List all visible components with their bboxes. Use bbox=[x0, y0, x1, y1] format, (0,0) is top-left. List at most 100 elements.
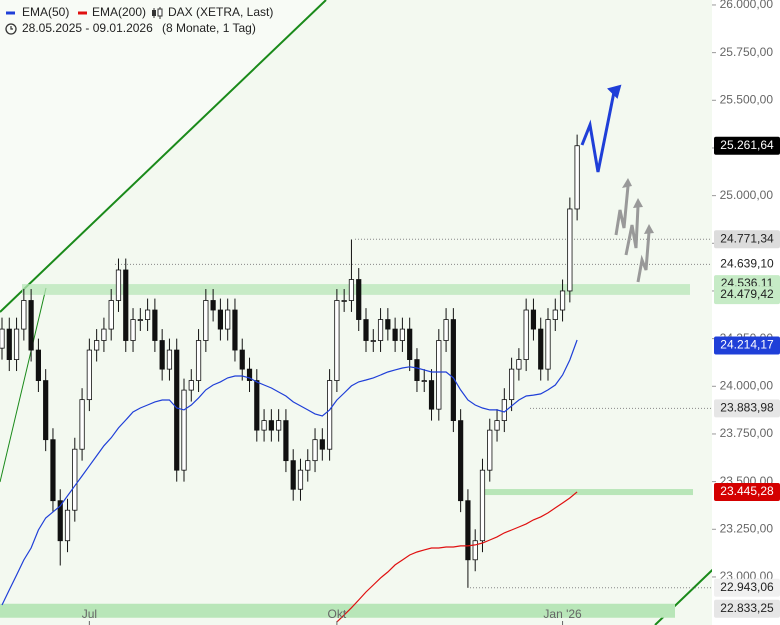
y-tick-label: 24.000,00 bbox=[720, 378, 774, 392]
candle-body bbox=[377, 319, 384, 341]
candle-body bbox=[232, 309, 238, 351]
y-tick-label: 23.750,00 bbox=[720, 426, 774, 440]
clock-icon bbox=[5, 23, 17, 35]
y-tick-label: 25.500,00 bbox=[720, 92, 774, 106]
candle-body bbox=[217, 309, 223, 330]
legend-label: EMA(50) bbox=[22, 5, 69, 19]
candle-body bbox=[508, 368, 515, 401]
clock-hands bbox=[10, 26, 13, 30]
candle-body bbox=[348, 279, 355, 301]
candle-body bbox=[356, 279, 362, 320]
x-tick-label: Okt bbox=[328, 607, 347, 621]
candle-body bbox=[305, 460, 311, 471]
price-label: 22.833,25 bbox=[720, 601, 774, 615]
candle-body bbox=[50, 439, 56, 502]
price-label-box bbox=[714, 230, 780, 249]
price-label: 23.445,28 bbox=[720, 484, 774, 498]
price-label-box bbox=[714, 399, 780, 418]
candle-body bbox=[210, 300, 216, 311]
candle-body bbox=[326, 380, 333, 450]
levels bbox=[0, 238, 712, 618]
candle-body bbox=[312, 439, 318, 462]
candle-body bbox=[530, 309, 537, 330]
candle-body bbox=[268, 420, 274, 431]
candle-body bbox=[363, 319, 369, 341]
y-tick-label: 26.000,00 bbox=[720, 0, 774, 11]
candle-body bbox=[101, 328, 107, 341]
candle-body bbox=[487, 429, 493, 471]
candle-body bbox=[574, 145, 580, 210]
candle-body bbox=[239, 349, 245, 370]
candle-body bbox=[13, 328, 20, 360]
candle-icon bbox=[152, 7, 163, 19]
candle-body bbox=[64, 509, 71, 542]
support-zone bbox=[480, 489, 693, 496]
candle-body bbox=[567, 208, 573, 292]
candle-body bbox=[181, 389, 187, 471]
arrow-head bbox=[607, 84, 622, 99]
support-zone bbox=[22, 284, 690, 295]
candle-body bbox=[108, 300, 114, 330]
channel-upper bbox=[0, 0, 327, 313]
candle-body bbox=[559, 290, 566, 311]
candle-body bbox=[261, 420, 267, 431]
period: (8 Monate, 1 Tag) bbox=[162, 21, 256, 35]
projection-arrows bbox=[580, 84, 654, 283]
candle-body bbox=[516, 359, 522, 370]
price-label-box bbox=[714, 286, 780, 305]
y-tick-label: 23.250,00 bbox=[720, 521, 774, 535]
price-label-box bbox=[714, 136, 780, 155]
candle-body bbox=[421, 380, 427, 382]
ema-line bbox=[1, 339, 578, 606]
candle-body bbox=[203, 300, 209, 341]
candle-body bbox=[399, 328, 406, 341]
candle-body bbox=[254, 380, 260, 431]
candle-body bbox=[28, 300, 34, 351]
candle-body bbox=[43, 380, 49, 441]
x-axis: Jul Okt Jan '26 bbox=[82, 607, 582, 625]
candle-body bbox=[523, 309, 529, 360]
candle-body bbox=[115, 269, 122, 301]
candle-body bbox=[123, 269, 129, 341]
candle-body bbox=[188, 380, 194, 391]
candle-body bbox=[472, 540, 478, 561]
x-tick-label: Jul bbox=[82, 607, 97, 621]
candle-body bbox=[137, 319, 143, 321]
candle-body bbox=[545, 319, 551, 370]
price-label-box bbox=[714, 255, 780, 274]
price-labels: 25.261,6424.771,3424.639,1024.536,1124.4… bbox=[714, 136, 780, 618]
candle-body bbox=[144, 309, 151, 320]
candle-body bbox=[407, 328, 413, 360]
candle-body bbox=[494, 420, 500, 431]
legend: EMA(50) EMA(200) DAX (XETRA, Last) 28.05… bbox=[5, 5, 273, 35]
price-label: 24.771,34 bbox=[720, 231, 774, 245]
candle-body bbox=[94, 340, 100, 351]
price-label-box bbox=[714, 578, 780, 597]
candle-body bbox=[72, 448, 78, 511]
candle-body bbox=[86, 349, 92, 401]
candle-body bbox=[392, 328, 398, 341]
candle-body bbox=[479, 469, 486, 542]
gray-arrow bbox=[624, 205, 640, 256]
candle-body bbox=[21, 300, 27, 330]
candle-body bbox=[195, 340, 202, 381]
candle-body bbox=[283, 420, 289, 462]
ema-line bbox=[336, 491, 578, 623]
candle-body bbox=[79, 399, 85, 450]
candle-body bbox=[297, 469, 304, 490]
price-label: 24.639,10 bbox=[720, 257, 774, 271]
candle-body bbox=[130, 319, 136, 341]
date-range: 28.05.2025 - 09.01.2026 bbox=[22, 21, 153, 35]
candle-body bbox=[436, 340, 442, 410]
candle-body bbox=[341, 300, 347, 302]
candle-body bbox=[159, 340, 165, 370]
price-label: 22.943,06 bbox=[720, 580, 774, 594]
blue-arrow bbox=[580, 91, 616, 173]
price-label: 24.479,42 bbox=[720, 287, 774, 301]
candle-body bbox=[152, 309, 158, 341]
ema-lines bbox=[1, 339, 578, 623]
candle-body bbox=[57, 500, 63, 542]
y-tick-label: 25.750,00 bbox=[720, 45, 774, 59]
price-label-box bbox=[714, 599, 780, 618]
